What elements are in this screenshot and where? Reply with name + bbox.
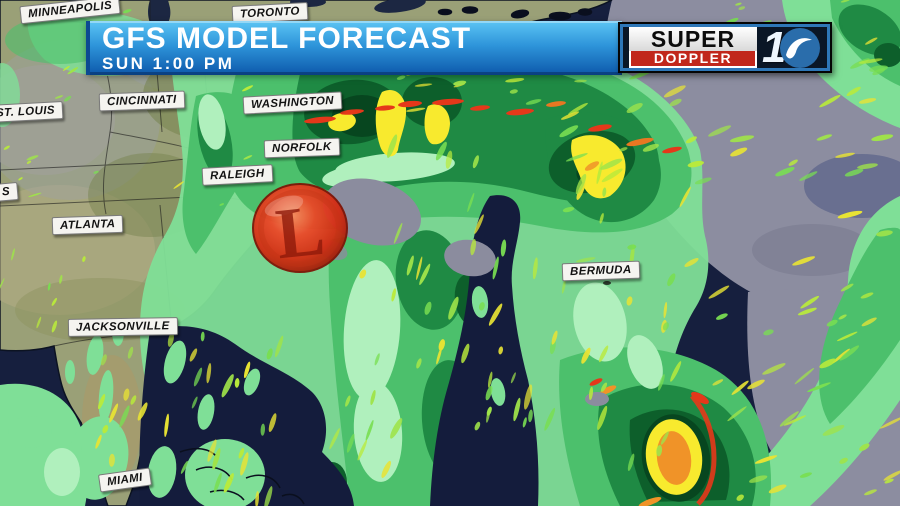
station-logo: SUPER DOPPLER 1	[618, 22, 832, 73]
low-pressure-letter: L	[272, 190, 328, 275]
city-label-partial: S	[0, 181, 19, 203]
low-pressure-marker: L	[252, 183, 348, 275]
page-title: GFS MODEL FORECAST	[102, 22, 472, 55]
precip-orange	[584, 161, 692, 485]
lake-ontario	[374, 0, 426, 13]
city-label-cincinnati: CINCINNATI	[98, 90, 185, 112]
city-label-bermuda: BERMUDA	[561, 260, 640, 282]
precip-pale	[44, 94, 663, 496]
logo-doppler-text: DOPPLER	[629, 51, 757, 68]
city-label-jacksonville: JACKSONVILLE	[67, 317, 178, 337]
logo-channel-10: 1	[762, 25, 821, 69]
title-banner: GFS MODEL FORECAST SUN 1:00 PM	[86, 21, 622, 75]
precip-red-streaks	[304, 98, 717, 506]
logo-super-text: SUPER	[629, 27, 757, 51]
city-label-atlanta: ATLANTA	[51, 214, 124, 236]
city-label-norfolk: NORFOLK	[263, 137, 340, 159]
forecast-time: SUN 1:00 PM	[102, 54, 235, 73]
bermuda-island	[603, 281, 611, 285]
wave-circle-icon	[780, 27, 821, 68]
city-label-raleigh: RALEIGH	[201, 164, 273, 186]
logo-text-stack: SUPER DOPPLER	[629, 27, 757, 68]
